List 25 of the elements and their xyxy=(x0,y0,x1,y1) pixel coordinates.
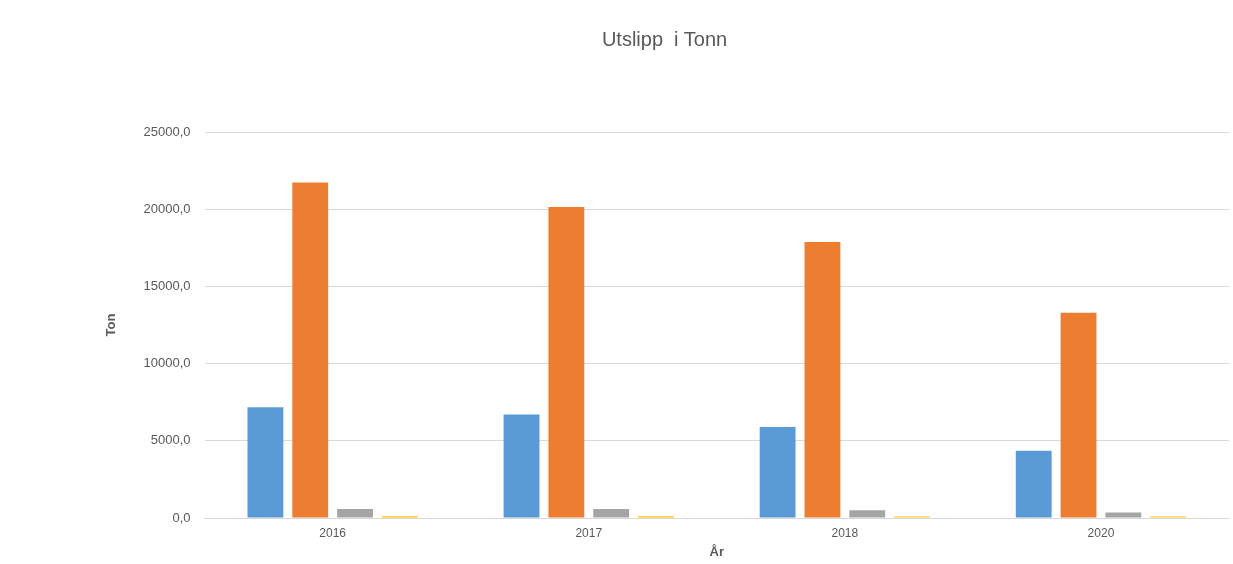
bar xyxy=(804,241,841,518)
bar xyxy=(849,510,886,518)
bar xyxy=(548,206,585,518)
bar xyxy=(247,407,284,518)
y-tick-label: 20000,0 xyxy=(143,200,191,216)
x-axis-title: År xyxy=(709,543,725,559)
bar xyxy=(337,508,373,518)
bar xyxy=(1060,312,1097,518)
bar xyxy=(593,508,630,518)
y-tick-label: 10000,0 xyxy=(143,355,191,371)
bar xyxy=(503,414,540,518)
x-tick-label: 2017 xyxy=(575,525,603,540)
bar xyxy=(759,426,796,518)
x-tick-label: 2016 xyxy=(319,525,347,540)
x-tick-label: 2020 xyxy=(1087,525,1115,540)
y-tick-label: 25000,0 xyxy=(143,123,191,139)
bar xyxy=(1015,450,1052,518)
y-axis-title: Ton xyxy=(103,313,119,337)
y-tick-label: 0,0 xyxy=(172,509,191,525)
y-tick-label: 5000,0 xyxy=(150,432,191,448)
chart-title: Utslipp i Tonn xyxy=(601,27,728,50)
y-tick-label: 15000,0 xyxy=(143,277,191,293)
x-tick-label: 2018 xyxy=(831,525,859,540)
bar xyxy=(292,182,329,518)
bar xyxy=(1105,512,1142,518)
